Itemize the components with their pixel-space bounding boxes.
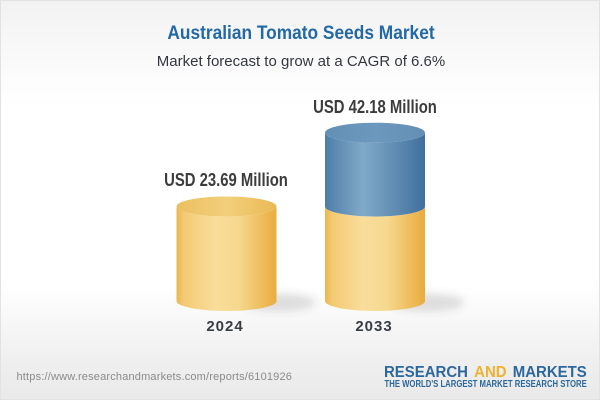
brand-logo: RESEARCH AND MARKETS THE WORLD'S LARGEST…	[312, 363, 587, 391]
brand-logo-wordmark: RESEARCH AND MARKETS	[330, 363, 587, 381]
page-title: Australian Tomato Seeds Market	[167, 21, 435, 44]
brand-tagline: THE WORLD'S LARGEST MARKET RESEARCH STOR…	[384, 378, 587, 391]
bar-top-2024	[176, 196, 277, 217]
brand-word-and: AND	[474, 363, 507, 381]
bar-segment-2033-blue	[325, 132, 425, 217]
value-label-2024: USD 23.69 Million	[164, 170, 288, 190]
brand-word-research: RESEARCH	[384, 363, 469, 381]
page-subtitle: Market forecast to grow at a CAGR of 6.6…	[156, 52, 446, 70]
report-url: https://www.researchandmarkets.com/repor…	[16, 370, 293, 383]
bar-segment-2033-gold	[325, 206, 425, 311]
category-label-2024: 2024	[206, 317, 244, 335]
brand-word-markets: MARKETS	[513, 363, 587, 381]
bar-top-2033	[325, 122, 425, 143]
value-label-2033: USD 42.18 Million	[313, 96, 438, 117]
bar-segment-2024-gold	[176, 206, 277, 311]
category-label-2033: 2033	[355, 317, 393, 335]
